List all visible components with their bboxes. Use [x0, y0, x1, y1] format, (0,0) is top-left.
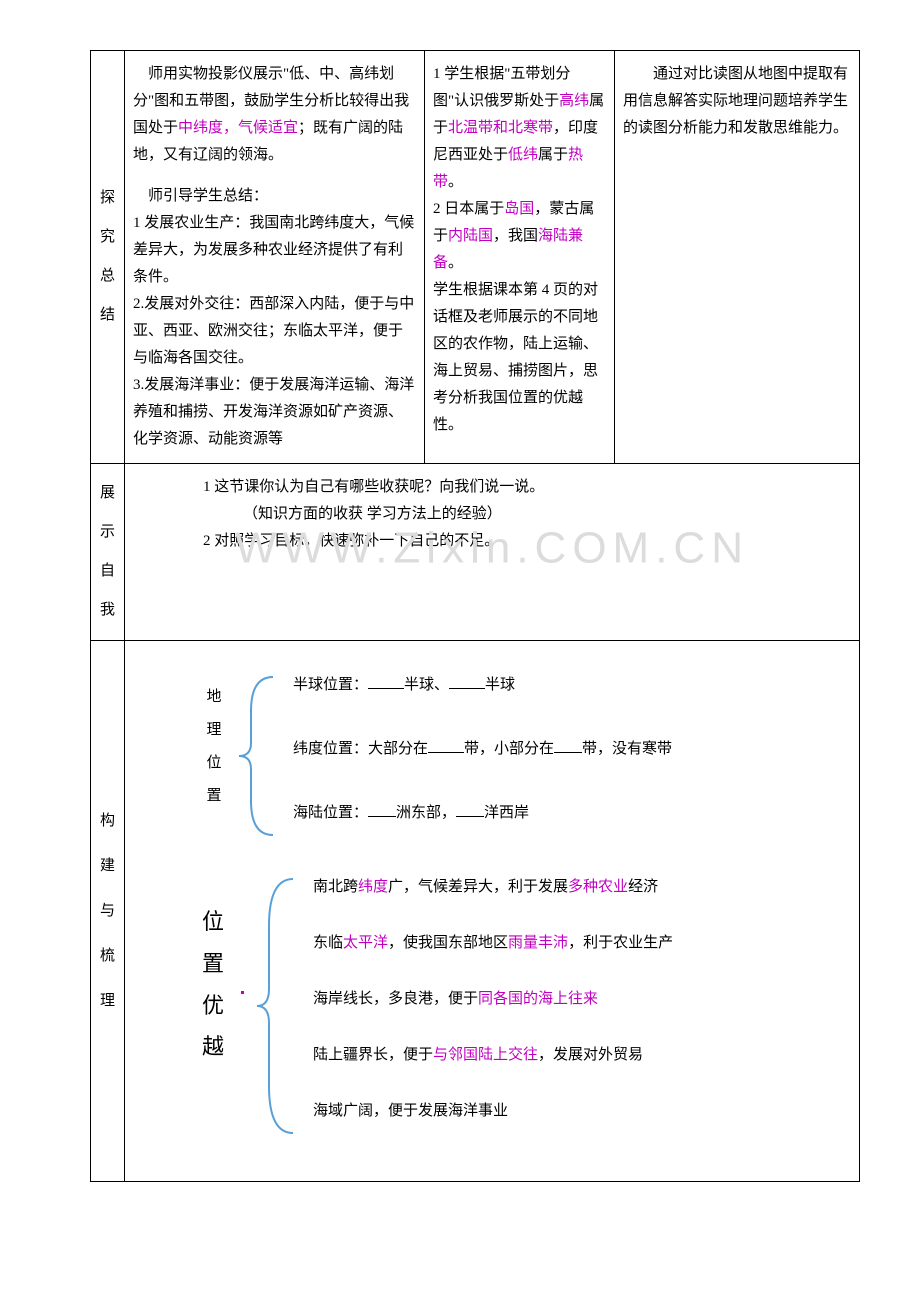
branch-hemisphere: 半球位置：半球、半球: [293, 673, 515, 697]
teacher-p1: 师用实物投影仪展示"低、中、高纬划分"图和五带图，鼓励学生分析比较得出我国处于中…: [133, 61, 416, 169]
row2-line3: 2 对照学习目标，快速弥补一下自己的不足。: [133, 528, 851, 555]
table-row: 探究总结 师用实物投影仪展示"低、中、高纬划分"图和五带图，鼓励学生分析比较得出…: [91, 51, 860, 464]
side-text: 构建与梳理: [99, 799, 116, 1024]
row1-side: 探究总结: [91, 51, 125, 464]
row2-side: 展示自我: [91, 464, 125, 641]
student-p3: 学生根据课本第 4 页的对话框及老师展示的不同地区的农作物，陆上运输、海上贸易、…: [433, 277, 606, 439]
teacher-p2: 1 发展农业生产：我国南北跨纬度大，气候差异大，为发展多种农业经济提供了有利条件…: [133, 210, 416, 291]
main-table: 探究总结 师用实物投影仪展示"低、中、高纬划分"图和五带图，鼓励学生分析比较得出…: [90, 50, 860, 1182]
row1-student-cell: 1 学生根据"五带划分图"认识俄罗斯处于高纬属于北温带和北寒带，印度尼西亚处于低…: [425, 51, 615, 464]
row2-line1: 1 这节课你认为自己有哪些收获呢？向我们说一说。: [133, 474, 851, 501]
table-row: 展示自我 1 这节课你认为自己有哪些收获呢？向我们说一说。 （知识方面的收获 学…: [91, 464, 860, 641]
branch-sealand: 海陆位置：洲东部，洋西岸: [293, 801, 529, 825]
branch-latitude: 纬度位置：大部分在带，小部分在带，没有寒带: [293, 737, 672, 761]
branch-c4: 陆上疆界长，便于与邻国陆上交往，发展对外贸易: [313, 1043, 643, 1067]
branch-c3: 海岸线长，多良港，便于同各国的海上往来: [313, 987, 598, 1011]
row2-line2: （知识方面的收获 学习方法上的经验）: [133, 501, 851, 528]
brace-lower: [251, 871, 311, 1141]
side-text: 展示自我: [99, 474, 116, 630]
brace-upper: [233, 671, 293, 841]
vlabel-advantage: 位置优越: [195, 901, 231, 1068]
side-text: 探究总结: [99, 179, 116, 335]
student-p1: 1 学生根据"五带划分图"认识俄罗斯处于高纬属于北温带和北寒带，印度尼西亚处于低…: [433, 61, 606, 196]
branch-c5: 海域广阔，便于发展海洋事业: [313, 1099, 508, 1123]
row1-note-cell: 通过对比读图从地图中提取有用信息解答实际地理问题培养学生的读图分析能力和发散思维…: [615, 51, 860, 464]
row2-content: 1 这节课你认为自己有哪些收获呢？向我们说一说。 （知识方面的收获 学习方法上的…: [125, 464, 860, 641]
teacher-p3: 2.发展对外交往：西部深入内陆，便于与中亚、西亚、欧洲交往；东临太平洋，便于与临…: [133, 291, 416, 372]
row3-side: 构建与梳理: [91, 641, 125, 1182]
row1-note: 通过对比读图从地图中提取有用信息解答实际地理问题培养学生的读图分析能力和发散思维…: [623, 61, 851, 142]
teacher-lead: 师引导学生总结：: [133, 183, 416, 210]
teacher-p4: 3.发展海洋事业：便于发展海洋运输、海洋养殖和捕捞、开发海洋资源如矿产资源、化学…: [133, 372, 416, 453]
row1-teacher-cell: 师用实物投影仪展示"低、中、高纬划分"图和五带图，鼓励学生分析比较得出我国处于中…: [125, 51, 425, 464]
table-row: 构建与梳理 地理位置 半球位置：半球、半球: [91, 641, 860, 1182]
vlabel-geo-position: 地理位置: [203, 681, 225, 813]
branch-c1: 南北跨纬度广，气候差异大，利于发展多种农业经济: [313, 875, 658, 899]
page: 探究总结 师用实物投影仪展示"低、中、高纬划分"图和五带图，鼓励学生分析比较得出…: [0, 0, 920, 1302]
dot-stub: [241, 991, 244, 994]
student-p2: 2 日本属于岛国，蒙古属于内陆国，我国海陆兼备。: [433, 196, 606, 277]
branch-c2: 东临太平洋，使我国东部地区雨量丰沛，利于农业生产: [313, 931, 673, 955]
diagram: 地理位置 半球位置：半球、半球 纬度位置：大部分在带，小部分在带，没有寒带 海: [133, 651, 851, 1171]
row3-diagram-cell: 地理位置 半球位置：半球、半球 纬度位置：大部分在带，小部分在带，没有寒带 海: [125, 641, 860, 1182]
